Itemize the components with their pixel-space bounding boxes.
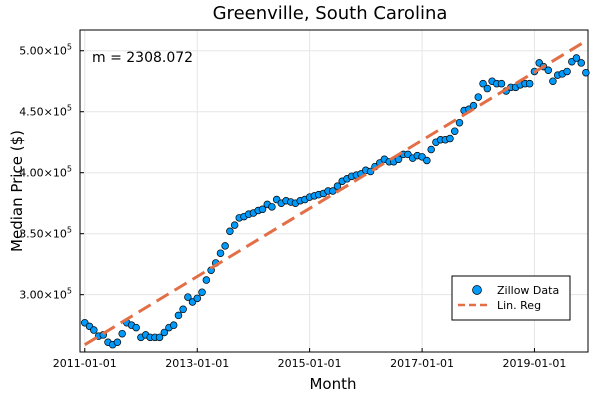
y-tick-label: 3.50×105	[19, 226, 72, 241]
data-point	[193, 294, 202, 303]
data-point	[184, 293, 192, 301]
data-point	[549, 77, 557, 85]
x-tick-label: 2019-01-01	[502, 357, 566, 370]
data-point	[198, 288, 206, 296]
data-point	[132, 323, 140, 332]
y-axis-label: Median Price ($)	[8, 130, 26, 252]
data-point	[563, 67, 571, 76]
legend-label-lin-reg: Lin. Reg	[497, 299, 541, 312]
data-point	[572, 54, 581, 62]
x-tick-label: 2015-01-01	[278, 357, 342, 370]
x-tick-label: 2013-01-01	[165, 357, 229, 370]
data-point	[577, 59, 585, 67]
data-point	[582, 68, 590, 77]
legend-box	[451, 275, 571, 321]
data-point	[474, 93, 483, 101]
slope-annotation: m = 2308.072	[92, 50, 193, 66]
legend: Zillow Data Lin. Reg	[451, 275, 571, 321]
data-point	[226, 227, 234, 236]
data-point	[450, 127, 459, 135]
data-point	[160, 328, 169, 337]
y-tick-label: 4.00×105	[19, 165, 72, 180]
data-point	[455, 118, 464, 127]
data-point	[423, 156, 431, 165]
axis-ticks: 2011-01-01 2013-01-01 2015-01-01 2017-01-01…	[19, 43, 566, 370]
data-point	[268, 203, 276, 211]
plot-area	[81, 39, 590, 349]
data-point	[230, 221, 239, 229]
data-point	[479, 79, 487, 88]
x-axis-label: Month	[309, 375, 356, 393]
data-point	[525, 79, 534, 88]
legend-label-zillow-data: Zillow Data	[497, 284, 559, 297]
data-point	[118, 329, 126, 338]
data-point	[497, 79, 506, 88]
data-point	[469, 101, 478, 110]
data-point	[544, 66, 553, 74]
data-point	[216, 249, 225, 257]
data-point	[113, 338, 122, 346]
data-point	[446, 134, 454, 143]
data-point	[333, 182, 342, 190]
data-point	[483, 84, 492, 93]
x-tick-label: 2011-01-01	[53, 357, 117, 370]
data-point	[258, 205, 267, 214]
data-point	[169, 321, 178, 329]
data-point	[221, 242, 229, 250]
plot-frame	[79, 29, 589, 353]
y-tick-label: 5.00×105	[19, 43, 72, 58]
x-tick-label: 2017-01-01	[390, 357, 454, 370]
chart-title: Greenville, South Carolina	[213, 3, 448, 24]
legend-marker-zillow-data	[472, 285, 482, 295]
data-point	[202, 276, 211, 284]
data-point	[174, 311, 183, 320]
y-tick-label: 3.00×105	[19, 287, 72, 302]
y-tick-label: 4.50×105	[19, 104, 72, 119]
data-point	[179, 305, 187, 314]
data-point	[90, 326, 98, 334]
data-point	[155, 333, 164, 342]
regression-line	[83, 39, 587, 346]
data-point	[427, 145, 435, 154]
